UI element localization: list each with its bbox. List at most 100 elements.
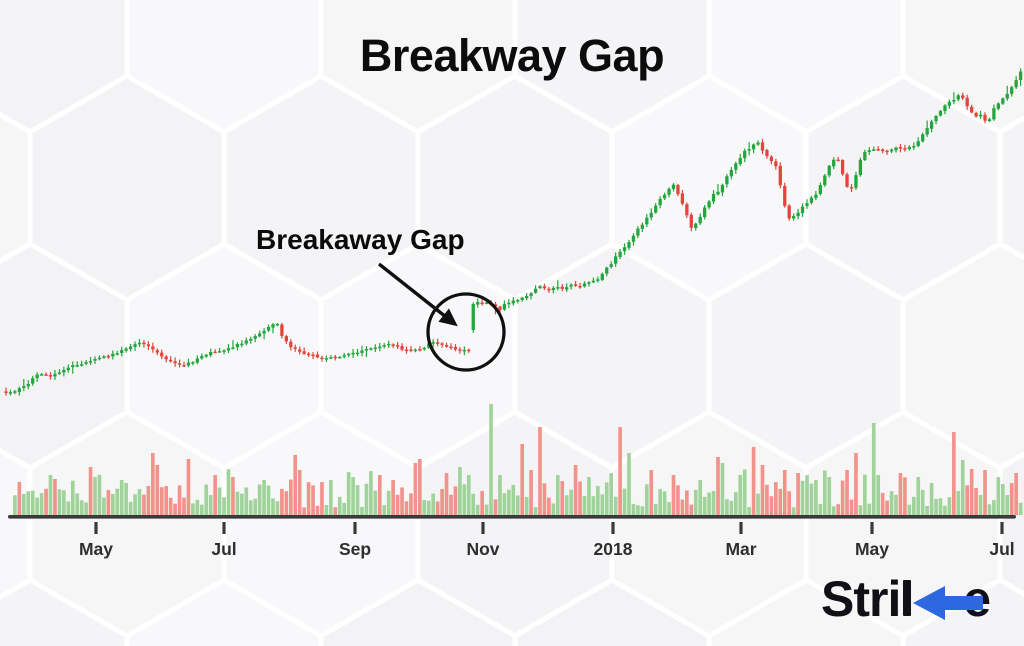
volume-bar [831,506,836,515]
volume-bar [222,497,226,515]
candle-up [525,296,529,299]
volume-bar [863,474,867,515]
candle-down [898,147,903,149]
candle-up [378,346,382,349]
candle-wick [592,277,594,284]
volume-bar [551,503,556,515]
candle-up [484,302,489,305]
volume-bar [822,470,827,515]
candle-up [329,357,333,359]
candle-up [516,299,520,302]
candle-down [169,359,173,362]
candle-down [493,304,498,307]
candle-up [235,344,240,348]
volume-bar [631,503,636,515]
volume-bar [44,488,48,515]
candle-wick [837,156,839,162]
candle-up [556,287,560,289]
candle-up [809,197,814,203]
volume-bar [649,470,654,515]
logo-left-arrow-head [913,586,946,620]
volume-bar [676,485,680,515]
candle-up [792,216,796,219]
volume-bar [195,499,200,515]
candle-wick [183,361,185,367]
volume-bar [778,488,783,515]
candle-up [17,388,21,392]
candle-wick [72,361,74,374]
candle-wick [481,299,483,306]
candle-down [974,113,978,117]
volume-bar [373,490,378,515]
candle-wick [748,142,750,156]
volume-bar [992,500,996,515]
volume-bar [564,495,569,515]
candle-up [694,223,698,229]
candle-up [97,357,102,360]
volume-bar [578,481,582,515]
candle-down [573,284,578,286]
candle-wick [450,343,452,350]
candle-up [872,149,876,151]
candle-down [160,352,164,357]
candle-down [173,361,177,364]
volume-bar [231,477,235,515]
candle-up [240,343,244,346]
candle-wick [81,360,83,367]
volume-bar [13,495,17,515]
candle-up [654,205,658,213]
volume-bar [653,503,658,515]
candle-up [204,354,208,357]
volume-bar [262,480,266,515]
volume-bar [809,483,814,515]
volume-bar [658,489,662,515]
volume-bar [849,499,854,515]
volume-bar [159,487,164,515]
volume-bar [288,479,293,515]
candle-up [582,283,587,287]
x-axis-tick [94,522,98,534]
candle-up [324,358,329,360]
volume-bar [920,489,925,515]
volume-bar [693,489,698,515]
candle-up [631,235,636,242]
candle-up [622,247,627,252]
volume-bar [377,475,382,515]
volume-bar [284,491,289,515]
volume-bar [462,484,467,515]
candle-up [462,349,466,352]
volume-bar [489,404,493,515]
candle-down [213,351,217,354]
volume-bar [75,493,80,515]
candle-wick [116,350,118,356]
candle-up [369,348,373,350]
candle-up [62,369,66,373]
logo-ke-mark: e [903,574,991,628]
candle-up [858,159,863,176]
candle-up [115,353,119,355]
volume-bar [182,497,186,515]
candle-up [827,165,831,176]
candle-down [164,356,168,360]
volume-bar [315,505,320,515]
volume-bar [814,480,818,515]
candle-up [222,350,226,352]
volume-bar [115,488,120,515]
volume-bar [484,504,489,515]
candle-down [983,114,987,121]
volume-bar [320,482,324,515]
candle-up [720,184,725,193]
candle-up [600,273,604,280]
volume-bar [124,483,128,515]
candle-wick [419,346,421,352]
candle-down [467,349,471,352]
volume-bar [702,496,707,515]
candle-up [796,212,800,217]
candle-up [355,352,360,355]
candle-up [209,352,213,356]
candle-down [177,363,182,365]
volume-bar [555,475,560,515]
volume-bar [355,485,360,515]
volume-bar [395,494,400,515]
